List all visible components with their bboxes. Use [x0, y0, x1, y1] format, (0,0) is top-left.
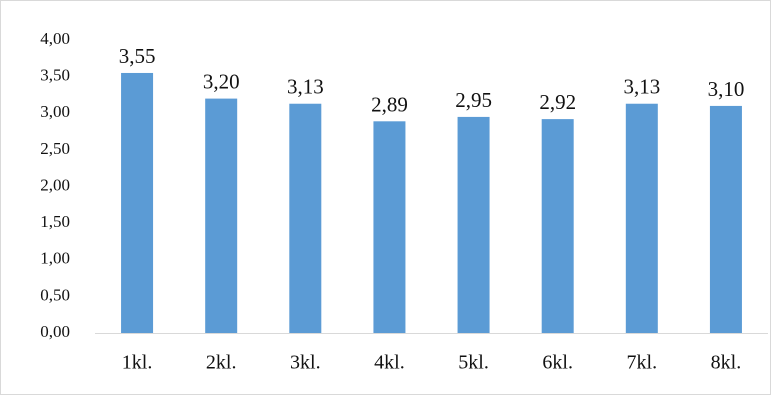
data-label: 3,10: [708, 77, 745, 101]
y-tick-label: 2,50: [40, 139, 70, 158]
x-category-label: 1kl.: [122, 352, 153, 374]
x-category-label: 8kl.: [711, 352, 742, 374]
data-label: 2,89: [371, 92, 408, 116]
x-category-label: 3kl.: [290, 352, 321, 374]
y-tick-label: 0,50: [40, 285, 70, 304]
y-tick-label: 4,00: [40, 29, 70, 48]
x-category-label: 7kl.: [627, 352, 658, 374]
x-category-label: 6kl.: [542, 352, 573, 374]
y-tick-label: 3,50: [40, 66, 70, 85]
y-tick-label: 2,00: [40, 175, 70, 194]
bars: [121, 72, 742, 334]
y-axis-tick-labels: 0,00 0,50 1,00 1,50 2,00 2,50 3,00 3,50 4,00: [40, 29, 70, 341]
y-tick-label: 1,50: [40, 212, 70, 231]
bar: [709, 105, 742, 333]
y-tick-label: 3,00: [40, 102, 70, 121]
x-category-label: 5kl.: [458, 352, 489, 374]
bar: [289, 103, 322, 333]
x-category-label: 4kl.: [374, 352, 405, 374]
y-tick-label: 0,00: [40, 322, 70, 341]
data-label: 2,92: [539, 90, 576, 114]
x-category-label: 2kl.: [206, 352, 237, 374]
bar: [373, 121, 406, 334]
data-label: 3,55: [119, 44, 156, 68]
data-label: 2,95: [455, 88, 492, 112]
bar: [541, 119, 574, 333]
x-axis-category-labels: 1kl. 2kl. 3kl. 4kl. 5kl. 6kl. 7kl. 8kl.: [122, 352, 741, 374]
data-label: 3,13: [287, 75, 324, 99]
bar: [457, 116, 490, 333]
data-label: 3,13: [623, 75, 660, 99]
bar: [121, 72, 154, 334]
bar: [205, 98, 238, 333]
bar: [625, 103, 658, 333]
data-labels: 3,55 3,20 3,13 2,89 2,95 2,92 3,13 3,10: [119, 44, 745, 116]
data-label: 3,20: [203, 70, 240, 94]
y-tick-label: 1,00: [40, 249, 70, 268]
